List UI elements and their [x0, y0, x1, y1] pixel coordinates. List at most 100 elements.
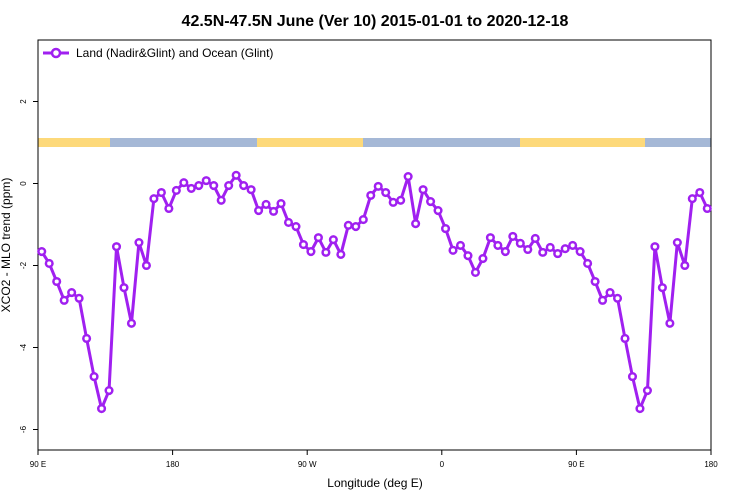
- data-point: [493, 240, 503, 250]
- data-point: [358, 215, 368, 225]
- chart-title: 42.5N-47.5N June (Ver 10) 2015-01-01 to …: [182, 13, 569, 30]
- data-point: [642, 386, 652, 396]
- data-point: [351, 222, 361, 232]
- data-point: [141, 260, 151, 271]
- data-point: [500, 247, 510, 257]
- data-point: [74, 293, 84, 303]
- data-point: [381, 187, 391, 198]
- data-point: [695, 187, 705, 198]
- data-point: [583, 258, 593, 269]
- data-point: [104, 386, 114, 396]
- data-point: [545, 242, 555, 253]
- data-point: [89, 372, 99, 382]
- data-point: [119, 283, 129, 293]
- data-point: [426, 196, 436, 207]
- data-point: [635, 404, 645, 414]
- data-point: [328, 235, 338, 245]
- data-point: [216, 195, 226, 205]
- x-tick-label: 180: [166, 460, 180, 469]
- data-point: [396, 195, 406, 205]
- data-point: [403, 171, 413, 182]
- data-point: [126, 318, 137, 328]
- data-point: [239, 181, 249, 191]
- data-point: [254, 206, 264, 216]
- data-point: [269, 206, 279, 216]
- data-point: [313, 233, 323, 243]
- data-point: [687, 194, 697, 204]
- data-point: [37, 247, 47, 257]
- x-tick-label: 0: [440, 460, 445, 469]
- data-point: [246, 185, 256, 195]
- data-point: [336, 249, 346, 259]
- data-point: [418, 185, 428, 195]
- data-point: [134, 237, 144, 248]
- data-point: [111, 242, 122, 252]
- y-axis-label: XCO2 - MLO trend (ppm): [0, 178, 13, 313]
- data-point: [194, 181, 204, 191]
- data-point: [657, 283, 667, 293]
- data-point: [321, 247, 331, 257]
- data-point: [156, 187, 166, 198]
- data-point: [44, 258, 54, 269]
- data-point: [560, 244, 570, 254]
- data-point: [59, 295, 69, 305]
- data-point: [665, 318, 675, 328]
- data-point: [231, 170, 241, 180]
- data-point: [149, 194, 159, 204]
- x-axis-label: Longitude (deg E): [327, 476, 422, 490]
- data-point: [627, 372, 638, 382]
- data-point: [283, 217, 294, 227]
- data-point: [343, 220, 353, 230]
- data-point: [508, 231, 518, 241]
- data-point: [605, 288, 615, 298]
- data-point: [612, 293, 623, 303]
- y-tick-label: -4: [19, 343, 28, 351]
- data-point: [388, 197, 398, 207]
- x-tick-label: 90 E: [568, 460, 584, 469]
- data-point: [523, 244, 533, 255]
- data-point: [478, 253, 488, 264]
- data-point: [366, 190, 376, 200]
- data-point: [411, 219, 421, 229]
- land-ocean-strip: [38, 138, 711, 147]
- data-point: [538, 247, 548, 257]
- data-point: [515, 238, 525, 248]
- data-point: [702, 203, 712, 214]
- data-point: [440, 224, 451, 234]
- x-tick-label: 90 W: [298, 460, 317, 469]
- data-point: [530, 233, 540, 243]
- y-tick-label: -2: [19, 261, 28, 269]
- x-tick-label: 90 E: [30, 460, 46, 469]
- data-point: [179, 178, 189, 188]
- data-point: [485, 233, 495, 243]
- data-point: [164, 203, 174, 214]
- data-point: [373, 181, 383, 191]
- data-point: [650, 242, 660, 252]
- data-point: [298, 240, 309, 250]
- plot-frame: [37, 39, 712, 451]
- data-point: [97, 404, 107, 414]
- data-point: [455, 240, 466, 250]
- x-tick-label: 180: [704, 460, 718, 469]
- data-point: [186, 183, 196, 193]
- data-point: [680, 260, 690, 271]
- y-tick-label: 0: [19, 181, 28, 186]
- data-point: [261, 199, 271, 209]
- data-point: [224, 181, 234, 191]
- legend-label: Land (Nadir&Glint) and Ocean (Glint): [76, 46, 273, 60]
- data-point: [620, 333, 630, 344]
- data-point: [448, 245, 458, 255]
- data-point: [82, 333, 92, 344]
- data-point: [568, 240, 578, 250]
- data-point: [306, 247, 316, 257]
- data-point: [201, 176, 211, 186]
- data-point: [463, 251, 473, 261]
- data-point: [553, 249, 563, 259]
- data-point: [433, 206, 443, 216]
- y-tick-label: -6: [19, 425, 28, 433]
- data-point: [171, 185, 181, 196]
- legend-marker: [50, 47, 62, 59]
- data-point: [67, 288, 77, 298]
- data-point: [598, 295, 608, 305]
